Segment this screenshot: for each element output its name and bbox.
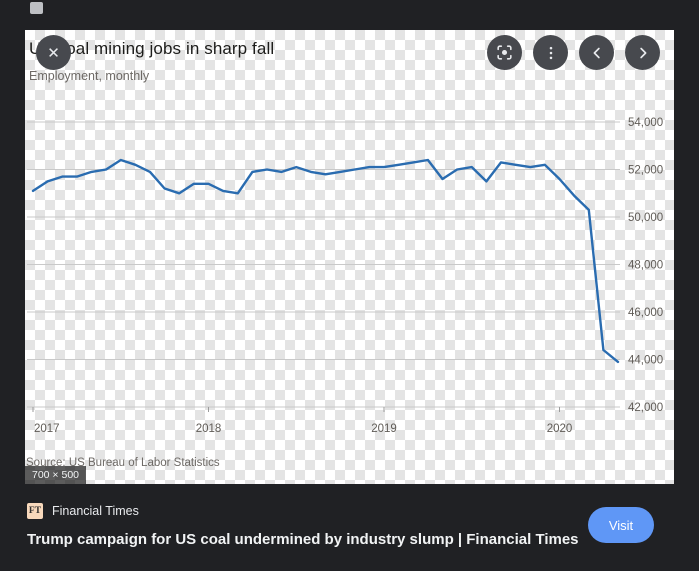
employment-line: [31, 158, 620, 364]
y-axis-label: 44,000: [628, 355, 663, 367]
chart-subtitle: Employment, monthly: [29, 69, 150, 83]
chevron-right-icon: [639, 47, 646, 58]
result-panel: FT Financial Times Trump campaign for US…: [0, 484, 699, 571]
y-axis-label: 48,000: [628, 260, 663, 272]
y-axis-label: 46,000: [628, 307, 663, 319]
employment-chart: 42,000 44,000 46,000 48,000 50,000 52,000 54,0…: [27, 117, 663, 435]
close-button[interactable]: ✕: [36, 35, 71, 70]
chart-title: US coal mining jobs in sharp fall: [29, 39, 275, 58]
chart-image[interactable]: 42,000 44,000 46,000 48,000 50,000 52,000 54,0…: [25, 30, 674, 484]
source-name: Financial Times: [52, 504, 139, 518]
y-axis-label: 54,000: [628, 117, 663, 129]
x-axis-label: 2018: [196, 423, 222, 435]
lens-icon: [497, 45, 512, 60]
close-icon: ✕: [47, 44, 60, 62]
previous-image-button[interactable]: [579, 35, 614, 70]
x-axis-label: 2020: [547, 423, 573, 435]
more-options-button[interactable]: [533, 35, 568, 70]
y-axis-label: 52,000: [628, 165, 663, 177]
image-dimensions-badge: 700 × 500: [25, 466, 87, 484]
result-title-link[interactable]: Trump campaign for US coal undermined by…: [27, 531, 579, 548]
financial-times-logo: FT: [27, 503, 43, 519]
page-background-fragment: [30, 2, 43, 14]
visit-button[interactable]: Visit: [588, 507, 654, 543]
y-axis-label: 42,000: [628, 402, 663, 414]
x-axis-label: 2019: [371, 423, 397, 435]
y-axis-label: 50,000: [628, 212, 663, 224]
x-axis-label: 2017: [34, 423, 60, 435]
lens-search-button[interactable]: [487, 35, 522, 70]
source-row[interactable]: FT Financial Times: [27, 503, 139, 519]
next-image-button[interactable]: [625, 35, 660, 70]
chevron-left-icon: [593, 47, 600, 58]
more-options-icon: [549, 46, 552, 59]
